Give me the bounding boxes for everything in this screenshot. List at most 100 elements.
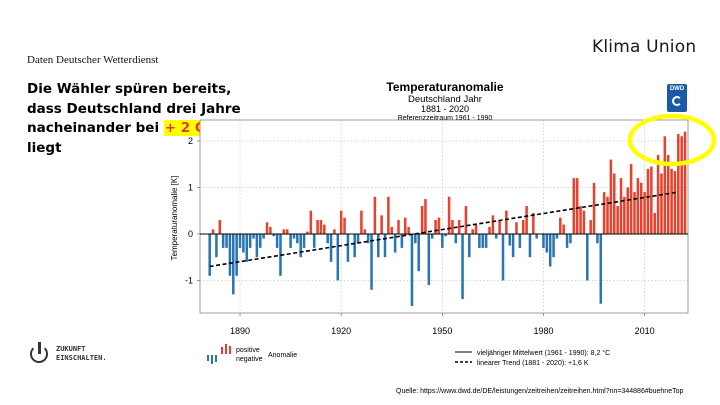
bar-1926 xyxy=(360,210,363,234)
trend-line xyxy=(209,191,679,268)
y-axis-label: Temperaturanomalie [K] xyxy=(170,176,179,261)
bar-1910 xyxy=(306,231,309,234)
bar-1997 xyxy=(599,233,603,304)
bar-1903 xyxy=(282,229,286,234)
bar-1897 xyxy=(262,233,265,239)
bar-1925 xyxy=(356,233,360,244)
bar-1886 xyxy=(225,233,228,248)
y-tick-label: 1 xyxy=(188,182,193,192)
bar-1966 xyxy=(494,233,498,239)
bar-1962 xyxy=(481,233,485,248)
bar-2007 xyxy=(633,192,636,234)
legend-anomaly: Anomalie xyxy=(268,352,297,359)
bar-1888 xyxy=(232,233,235,295)
bar-1952 xyxy=(447,196,451,234)
bar-1993 xyxy=(586,233,589,281)
y-tick-label: 0 xyxy=(188,229,193,239)
bar-1914 xyxy=(319,219,323,234)
bar-1970 xyxy=(508,233,512,246)
bar-1994 xyxy=(589,219,592,234)
bar-1908 xyxy=(299,233,302,258)
bar-1907 xyxy=(296,233,299,244)
chart-title: Temperaturanomalie xyxy=(386,80,503,94)
legend-pos-3 xyxy=(229,346,231,354)
bar-1998 xyxy=(602,192,606,234)
legend-neg-1 xyxy=(207,355,209,361)
brand-logo-text: Klima Union xyxy=(592,37,697,57)
bar-1990 xyxy=(575,178,579,234)
bar-1895 xyxy=(255,233,259,258)
bar-2015 xyxy=(660,173,663,234)
bar-1943 xyxy=(417,233,420,272)
bar-1976 xyxy=(528,233,532,258)
bar-1942 xyxy=(414,233,417,244)
legend: positive negative Anomalie vieljähriger … xyxy=(207,344,610,367)
power-icon xyxy=(30,345,48,363)
bar-1986 xyxy=(562,224,565,234)
bar-1915 xyxy=(323,224,326,234)
legend-positive: positive xyxy=(236,347,260,354)
bar-1989 xyxy=(572,178,576,234)
legend-negative: negative xyxy=(236,356,263,363)
source-label: Daten Deutscher Wetterdienst xyxy=(27,54,159,66)
bar-1987 xyxy=(565,233,569,248)
bar-1929 xyxy=(370,233,373,290)
bar-1984 xyxy=(555,233,559,239)
bar-1918 xyxy=(333,229,336,234)
bar-1924 xyxy=(353,233,356,258)
bar-2002 xyxy=(616,206,619,234)
bar-2016 xyxy=(663,136,667,234)
bar-2014 xyxy=(656,154,660,234)
bar-1931 xyxy=(376,233,380,258)
bar-2013 xyxy=(653,213,656,234)
bar-1951 xyxy=(444,233,447,237)
bar-1978 xyxy=(535,233,538,239)
bar-1938 xyxy=(400,233,404,248)
bar-1959 xyxy=(471,229,474,234)
bar-2012 xyxy=(650,166,653,234)
bar-1921 xyxy=(343,217,346,234)
bar-1933 xyxy=(383,233,387,258)
swirl-icon xyxy=(672,96,682,106)
bar-1890 xyxy=(238,233,242,248)
bar-2019 xyxy=(673,171,677,234)
bar-2021 xyxy=(680,136,683,234)
bar-2010 xyxy=(643,192,646,234)
bar-1935 xyxy=(390,226,394,234)
bar-1947 xyxy=(430,233,434,239)
bar-2000 xyxy=(609,159,613,234)
bar-1975 xyxy=(525,206,528,234)
bar-1981 xyxy=(545,233,549,253)
legend-neg-2 xyxy=(211,355,213,364)
headline-text-2: liegt xyxy=(27,139,62,156)
bar-1906 xyxy=(292,233,296,239)
bar-2008 xyxy=(636,178,640,234)
bar-1894 xyxy=(252,233,255,239)
bar-1995 xyxy=(592,182,596,234)
bar-1896 xyxy=(258,233,262,248)
bar-1916 xyxy=(326,233,329,244)
bar-1980 xyxy=(542,233,545,248)
bar-1968 xyxy=(501,233,505,281)
bar-1936 xyxy=(393,233,397,253)
bar-2022 xyxy=(683,131,687,234)
bar-1913 xyxy=(316,219,319,234)
bar-2001 xyxy=(612,173,616,234)
bar-1901 xyxy=(275,233,279,248)
headline: Die Wähler spüren bereits, dass Deutschl… xyxy=(27,80,247,158)
chart-subtitle-3: Referenzzeitraum 1961 - 1990 xyxy=(398,115,493,122)
bar-1985 xyxy=(559,217,562,234)
x-tick-label: 1950 xyxy=(432,326,452,336)
bar-1937 xyxy=(397,219,400,234)
axis-ticks: 1890 1920 1950 1980 2010 -1 0 1 2 xyxy=(185,136,655,336)
bar-1905 xyxy=(289,233,292,248)
bar-1996 xyxy=(596,233,599,244)
bar-2009 xyxy=(639,182,643,234)
x-tick-label: 1890 xyxy=(230,326,250,336)
bar-1932 xyxy=(380,215,383,234)
bar-1983 xyxy=(552,233,555,258)
bar-2020 xyxy=(677,133,680,234)
bar-1922 xyxy=(346,233,350,262)
bar-1999 xyxy=(606,196,609,234)
bar-1893 xyxy=(248,233,252,248)
